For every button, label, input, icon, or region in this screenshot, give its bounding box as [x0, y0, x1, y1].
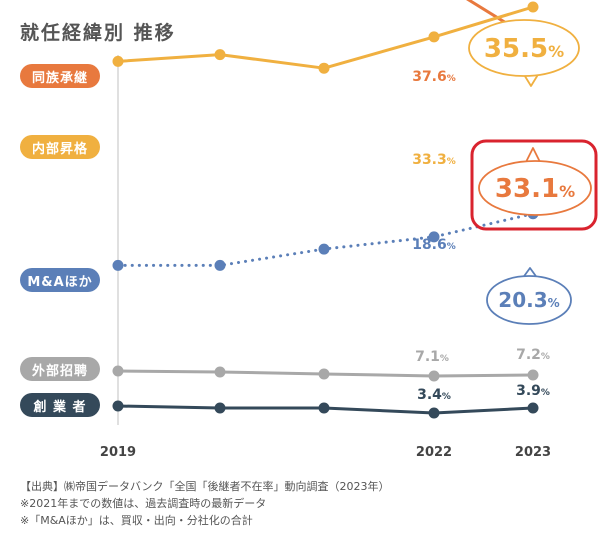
point-sougyou-2020 [214, 402, 226, 414]
callout-douzoku-2023-seam [526, 163, 540, 168]
x-tick-label-2022: 2022 [416, 445, 452, 460]
highlight-box [470, 139, 598, 231]
legend-gaibu: 外部招聘 [20, 357, 100, 381]
series-line-ma [116, 212, 535, 267]
callout-naibu-2023-seam [524, 69, 538, 74]
legend-sougyou: 創 業 者 [20, 393, 100, 417]
x-tick-label-2019: 2019 [100, 445, 136, 460]
point-ma-2020 [214, 259, 226, 271]
data-label-sougyou-2022: 3.4% [417, 387, 451, 403]
point-sougyou-2021 [318, 402, 330, 414]
data-label-ma-2022: 18.6% [412, 237, 456, 253]
point-gaibu-2022 [428, 370, 440, 382]
point-gaibu-2019 [112, 365, 124, 377]
callout-ma-2023-bubble [486, 275, 572, 325]
x-tick-label-2023: 2023 [515, 445, 551, 460]
note-ma: ※「M&Aほか」は、買収・出向・分社化の合計 [20, 514, 253, 527]
data-label-naibu-2022: 33.3% [412, 152, 456, 168]
point-gaibu-2020 [214, 366, 226, 378]
data-label-gaibu-2022: 7.1% [415, 349, 449, 365]
legend-ma: M&Aほか [20, 268, 100, 292]
notes: 【出典】㈱帝国データバンク「全国「後継者不在率」動向調査（2023年） ※202… [20, 478, 390, 529]
point-naibu-2019 [112, 55, 124, 67]
data-label-sougyou-2023: 3.9% [516, 383, 550, 399]
note-2021: ※2021年までの数値は、過去調査時の最新データ [20, 497, 267, 510]
data-label-gaibu-2023: 7.2% [516, 347, 550, 363]
point-sougyou-2019 [112, 400, 124, 412]
chart-title: 就任経緯別 推移 [20, 22, 176, 44]
point-ma-2021 [318, 243, 330, 255]
series-line-naibu [116, 5, 535, 70]
point-sougyou-2022 [428, 407, 440, 419]
series-line-douzoku [466, 0, 535, 42]
source-note: 【出典】㈱帝国データバンク「全国「後継者不在率」動向調査（2023年） [20, 480, 390, 493]
legend-naibu: 内部昇格 [20, 135, 100, 159]
data-label-douzoku-2022: 37.6% [412, 69, 456, 85]
callout-naibu-2023-bubble [468, 19, 580, 77]
point-ma-2019 [112, 259, 124, 271]
point-gaibu-2021 [318, 368, 330, 380]
point-gaibu-2023 [527, 369, 539, 381]
point-sougyou-2023 [527, 402, 539, 414]
point-naibu-2023 [527, 1, 539, 13]
callout-ma-2023-seam [523, 278, 537, 283]
point-naibu-2022 [428, 31, 440, 43]
callout-douzoku-2023-bubble [478, 160, 592, 216]
legend-douzoku: 同族承継 [20, 64, 100, 88]
point-naibu-2021 [318, 62, 330, 74]
point-naibu-2020 [214, 49, 226, 61]
point-ma-2022 [428, 231, 440, 243]
